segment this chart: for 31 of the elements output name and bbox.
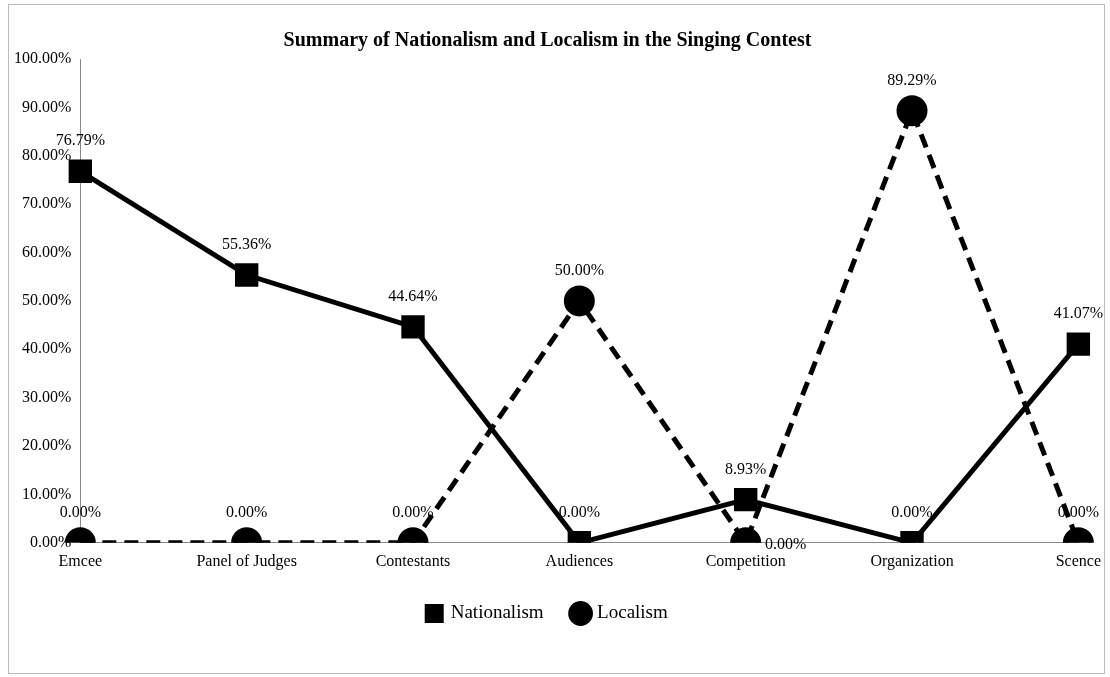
y-tick-label: 30.00%	[22, 387, 72, 405]
y-tick-label: 60.00%	[22, 242, 72, 260]
y-tick-label: 20.00%	[22, 436, 72, 454]
data-label: 89.29%	[887, 71, 937, 89]
data-label: 0.00%	[392, 503, 434, 520]
x-tick-label: Scence	[1055, 551, 1101, 569]
data-label: 0.00%	[765, 535, 807, 552]
data-label: 0.00%	[558, 503, 600, 520]
x-tick-label: Panel of Judges	[196, 551, 297, 570]
data-label: 0.00%	[226, 503, 268, 520]
y-tick-label: 40.00%	[22, 339, 72, 357]
y-tick-label: 70.00%	[22, 194, 72, 212]
data-label: 50.00%	[554, 261, 604, 279]
data-label: 55.36%	[222, 235, 272, 253]
x-tick-label: Contestants	[375, 551, 451, 569]
y-tick-label: 50.00%	[22, 291, 72, 309]
data-label: 8.93%	[725, 459, 767, 477]
data-label: 0.00%	[59, 503, 101, 520]
legend-label: Localism	[597, 601, 669, 623]
x-tick-label: Organization	[870, 551, 954, 570]
legend-label: Nationalism	[450, 601, 544, 623]
x-tick-label: Competition	[705, 551, 786, 570]
y-tick-label: 100.00%	[14, 49, 72, 67]
y-tick-label: 10.00%	[22, 484, 72, 502]
data-label: 44.64%	[388, 287, 438, 305]
y-tick-label: 90.00%	[22, 97, 72, 115]
data-label: 41.07%	[1053, 304, 1104, 322]
chart-title: Summary of Nationalism and Localism in the Singing Contest	[283, 28, 812, 52]
x-tick-label: Emcee	[58, 551, 103, 569]
data-label: 0.00%	[891, 503, 933, 520]
x-tick-label: Audiences	[545, 551, 614, 569]
